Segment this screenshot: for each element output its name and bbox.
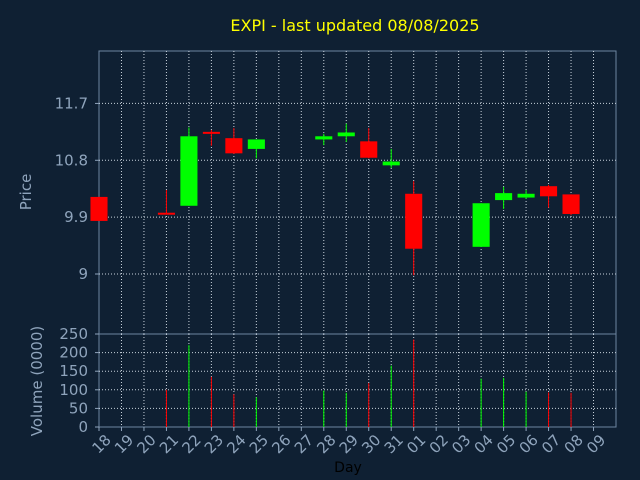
- candle-body: [405, 193, 423, 249]
- candle: [315, 133, 333, 146]
- chart-title: EXPI - last updated 08/08/2025: [230, 16, 479, 35]
- volume-plot-frame: [98, 333, 617, 428]
- candle: [225, 128, 243, 154]
- candle-body: [517, 193, 535, 198]
- candle-body: [202, 131, 220, 134]
- volume-axis-label: Volume (0000): [28, 326, 46, 436]
- candle: [472, 203, 490, 247]
- candle: [247, 139, 265, 159]
- candle-body: [382, 161, 400, 166]
- candle: [382, 148, 400, 168]
- candle-body: [337, 132, 355, 137]
- candle-body: [157, 212, 175, 215]
- price-tick-label: 10.8: [55, 151, 88, 169]
- candle: [495, 186, 513, 209]
- candle: [540, 184, 558, 208]
- volume-tick-label: 200: [59, 344, 88, 362]
- x-axis-label: Day: [334, 460, 362, 476]
- candle: [405, 181, 423, 276]
- candle: [157, 189, 175, 215]
- candle-body: [90, 196, 108, 221]
- price-tick-label: 9.9: [64, 208, 88, 226]
- price-axis-ticks: 11.7 10.8 9.9 9: [55, 94, 99, 283]
- price-tick-label: 11.7: [55, 94, 88, 112]
- volume-bars: [165, 339, 572, 427]
- candle: [90, 196, 108, 221]
- volume-tick-label: 0: [78, 418, 88, 436]
- volume-tick-label: 100: [59, 381, 88, 399]
- candle-body: [495, 193, 513, 201]
- candle: [337, 123, 355, 142]
- volume-tick-label: 150: [59, 362, 88, 380]
- candle-body: [540, 186, 558, 197]
- volume-tick-label: 250: [59, 325, 88, 343]
- candlestick-series: [90, 123, 580, 276]
- candle: [562, 194, 580, 216]
- candle-body: [315, 136, 333, 140]
- candle-body: [247, 139, 265, 149]
- candle-body: [225, 138, 243, 154]
- candle-body: [472, 203, 490, 247]
- candle-body: [360, 141, 378, 158]
- candle: [517, 189, 535, 199]
- price-panel: 11.7 10.8 9.9 9 Price: [17, 50, 617, 335]
- candle-body: [562, 194, 580, 214]
- price-axis-label: Price: [17, 174, 35, 211]
- candle-body: [180, 136, 198, 206]
- candle: [180, 127, 198, 206]
- candle: [360, 128, 378, 159]
- volume-tick-label: 50: [69, 399, 88, 417]
- candle: [202, 129, 220, 146]
- price-tick-label: 9: [78, 265, 88, 283]
